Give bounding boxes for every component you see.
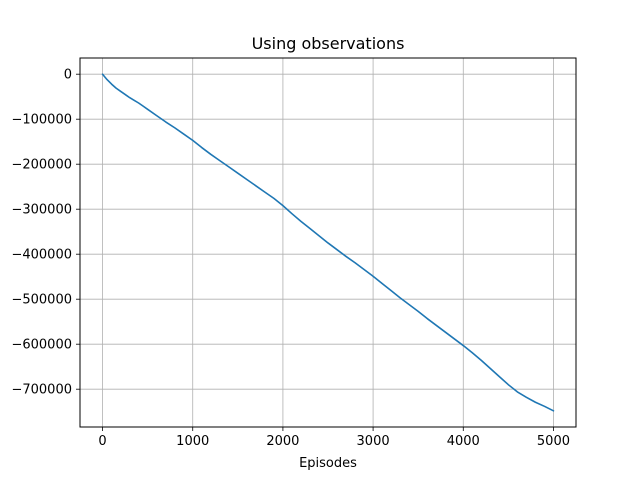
plot-frame: [79, 57, 577, 428]
y-tick-label: 0: [64, 68, 72, 83]
y-tick-label: −100000: [11, 113, 72, 128]
x-tick-label: 1000: [176, 434, 209, 449]
x-tick-label: 5000: [537, 434, 570, 449]
x-tick-label: 4000: [447, 434, 480, 449]
x-tick-label: 2000: [266, 434, 299, 449]
x-tick-label: 3000: [357, 434, 390, 449]
y-tick-label: −500000: [11, 293, 72, 308]
series-group: [101, 73, 555, 412]
y-tick-label: −400000: [11, 248, 72, 263]
y-tick-label: −200000: [11, 158, 72, 173]
grid-lines: [80, 58, 576, 427]
chart-title: Using observations: [252, 34, 405, 53]
x-axis-label: Episodes: [299, 456, 357, 471]
axis-ticks: 0 1000 2000 3000 4000 5000 0 −100000 −200000 −300…: [11, 68, 570, 449]
y-tick-label: −700000: [11, 383, 72, 398]
y-tick-label: −300000: [11, 203, 72, 218]
series-line: [101, 73, 555, 412]
x-tick-label: 0: [98, 434, 106, 449]
y-tick-label: −600000: [11, 338, 72, 353]
